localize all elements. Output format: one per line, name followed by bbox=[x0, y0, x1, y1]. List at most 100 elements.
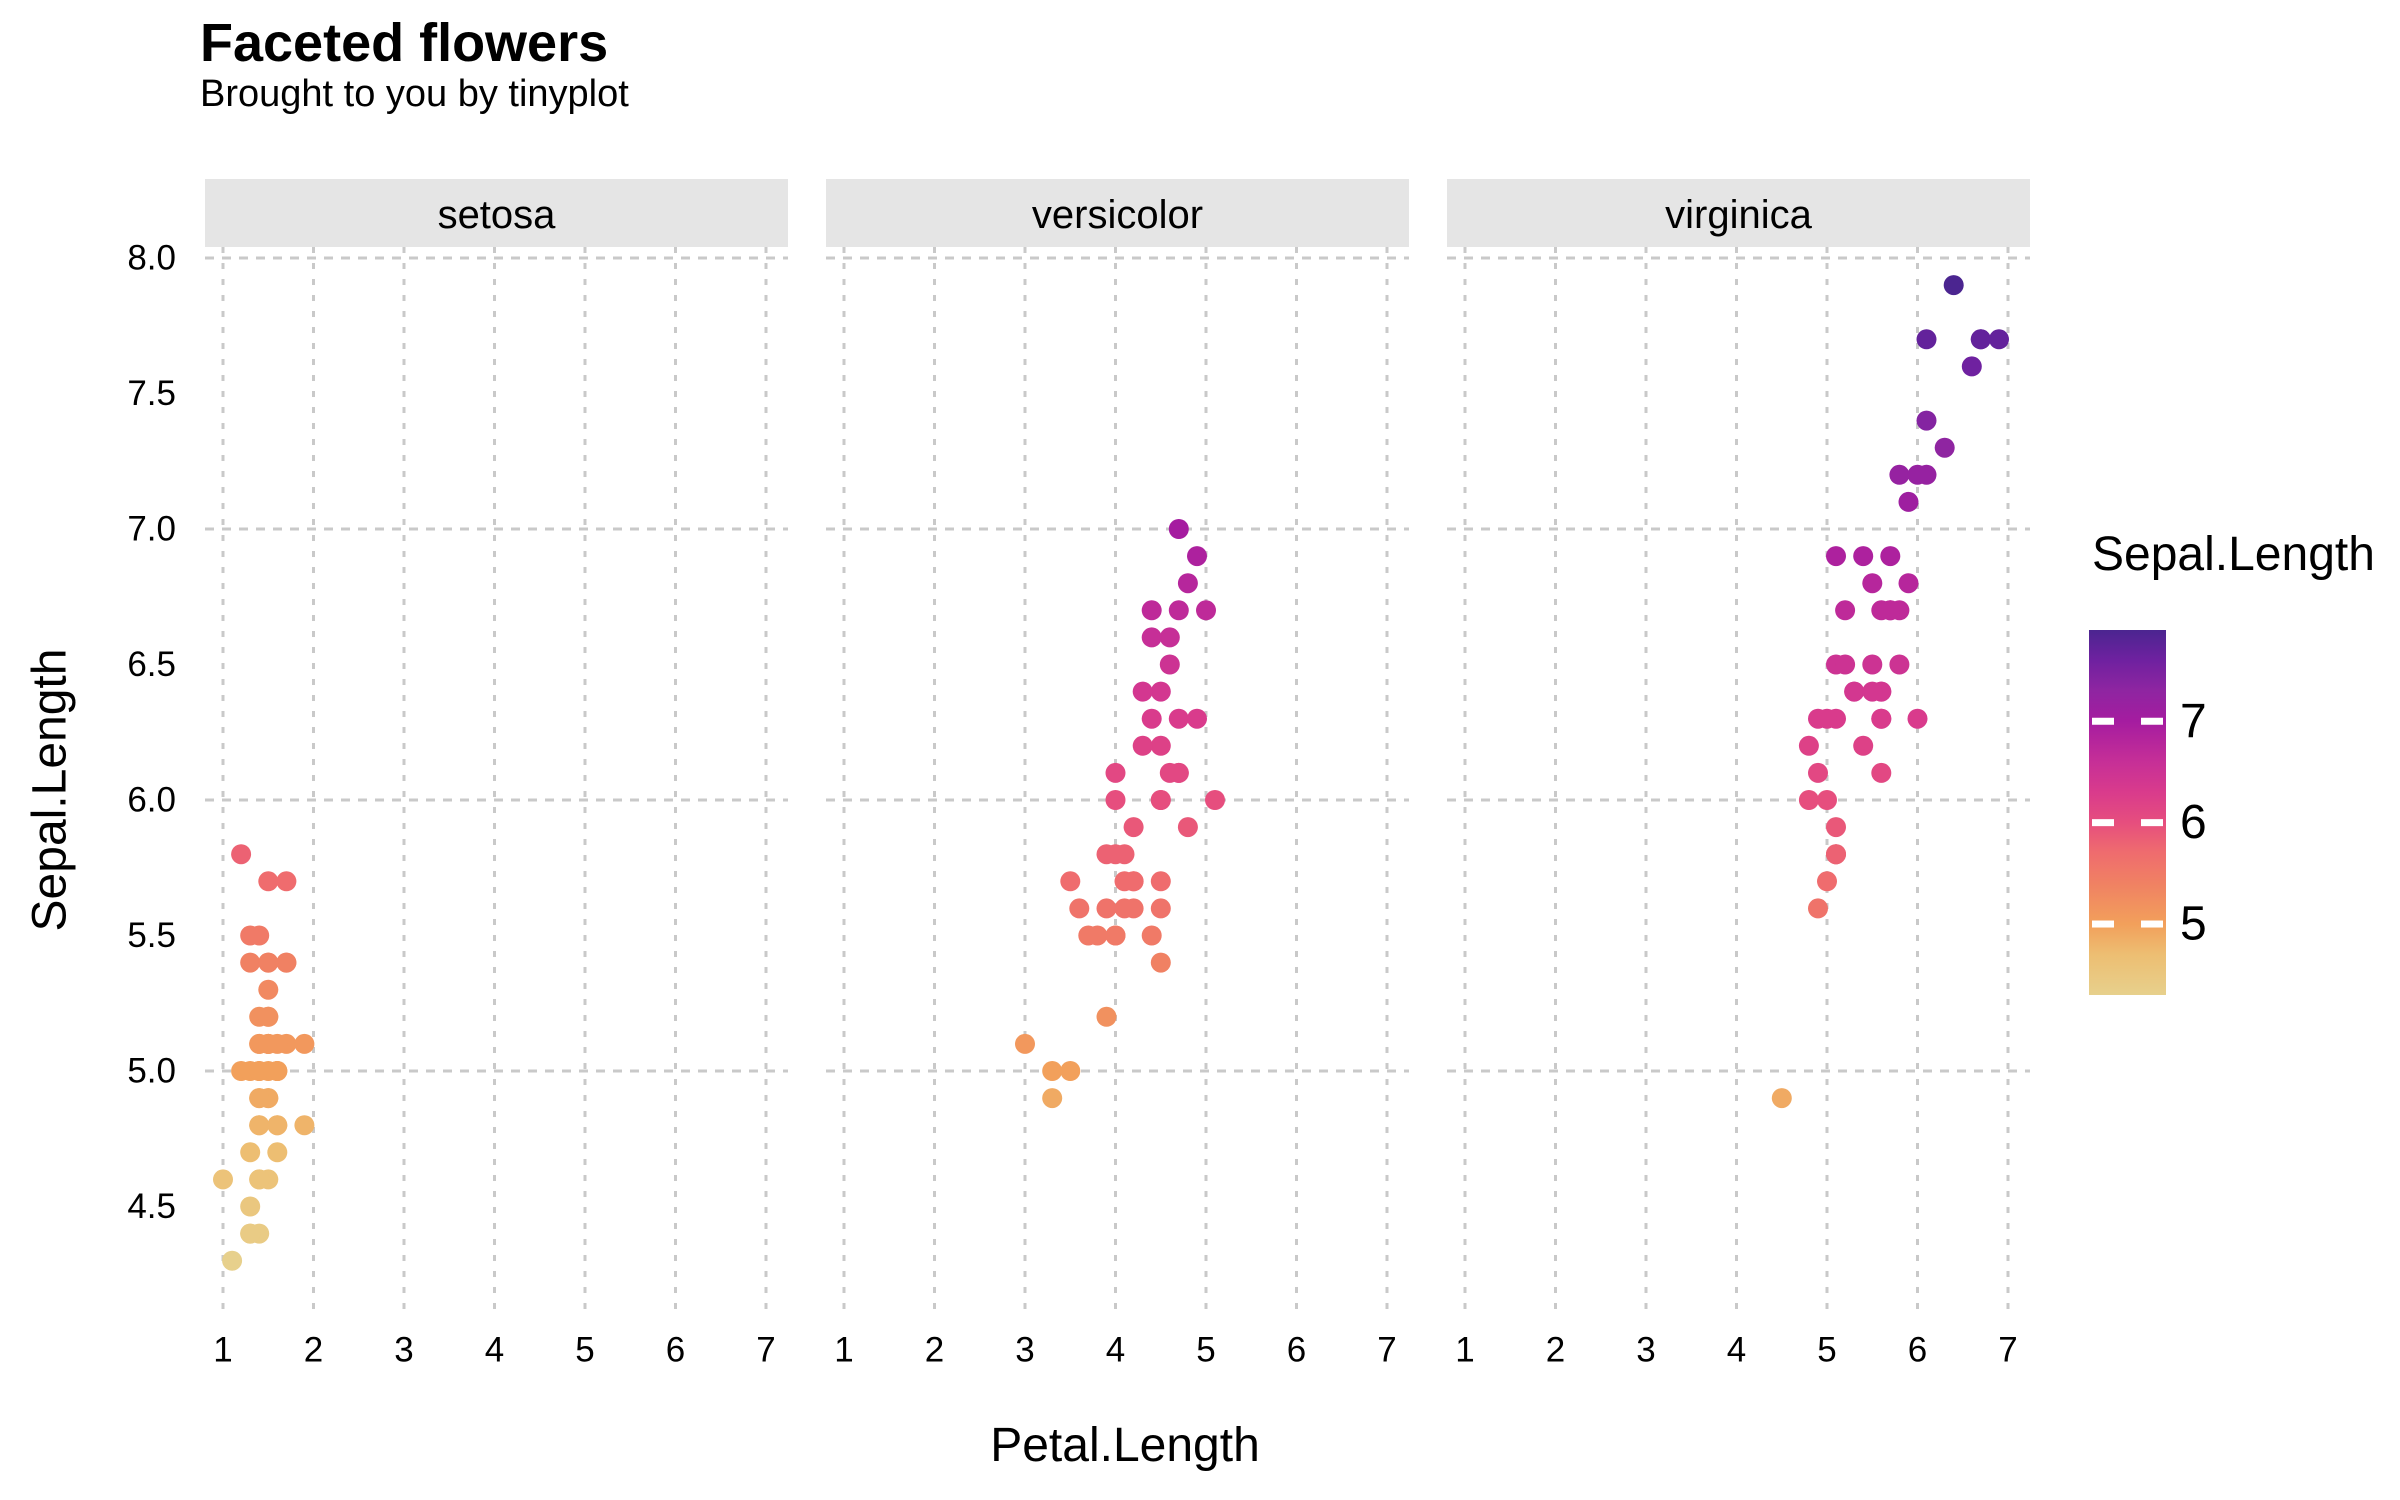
data-point bbox=[1898, 573, 1919, 594]
data-point bbox=[1943, 275, 1964, 296]
data-point bbox=[276, 871, 297, 892]
x-tick-label: 1 bbox=[834, 1331, 853, 1370]
data-point bbox=[1168, 600, 1189, 621]
facet-strip-label-setosa: setosa bbox=[438, 193, 557, 237]
x-tick-label: 3 bbox=[1015, 1331, 1034, 1370]
data-point bbox=[1141, 600, 1162, 621]
data-point bbox=[1150, 790, 1171, 810]
data-point bbox=[1853, 546, 1874, 567]
data-point bbox=[1150, 952, 1171, 973]
data-point bbox=[1817, 790, 1837, 810]
data-point bbox=[1187, 708, 1207, 729]
data-point bbox=[258, 871, 279, 892]
data-point bbox=[1889, 654, 1910, 675]
data-point bbox=[240, 1142, 261, 1163]
data-point bbox=[249, 1115, 270, 1136]
x-tick-label: 1 bbox=[1455, 1331, 1474, 1370]
chart-title: Faceted flowers bbox=[200, 13, 609, 73]
data-point bbox=[1105, 790, 1126, 810]
data-point bbox=[1132, 735, 1153, 756]
data-point bbox=[1159, 762, 1180, 783]
data-point bbox=[1889, 464, 1910, 485]
data-point bbox=[1835, 654, 1856, 675]
data-point bbox=[1898, 491, 1919, 512]
data-point bbox=[240, 1223, 261, 1244]
data-point bbox=[1798, 790, 1819, 810]
data-point bbox=[267, 1033, 288, 1054]
data-point bbox=[1934, 437, 1955, 458]
data-point bbox=[1862, 654, 1883, 675]
y-tick-label: 5.0 bbox=[127, 1052, 176, 1091]
data-point bbox=[1105, 762, 1126, 783]
legend-tick bbox=[2141, 920, 2163, 928]
legend-tick bbox=[2092, 717, 2114, 725]
data-point bbox=[1205, 790, 1225, 810]
data-point bbox=[1096, 1006, 1117, 1027]
data-point bbox=[1817, 708, 1837, 729]
data-point bbox=[1015, 1033, 1035, 1054]
data-point bbox=[1168, 519, 1189, 539]
x-tick-label: 6 bbox=[1908, 1331, 1927, 1370]
data-point bbox=[1177, 817, 1198, 838]
data-point bbox=[1808, 762, 1828, 783]
data-point bbox=[1989, 329, 2009, 350]
data-point bbox=[1798, 735, 1819, 756]
data-point bbox=[249, 1169, 270, 1190]
data-point bbox=[1177, 573, 1198, 594]
x-tick-label: 7 bbox=[756, 1331, 775, 1370]
legend-tick-label: 5 bbox=[2180, 898, 2207, 951]
y-tick-label: 6.5 bbox=[127, 645, 176, 684]
data-point bbox=[1168, 708, 1189, 729]
facet-strip-setosa bbox=[205, 179, 788, 247]
x-tick-label: 7 bbox=[1998, 1331, 2017, 1370]
data-point bbox=[1105, 925, 1126, 946]
data-point bbox=[1150, 735, 1171, 756]
chart-subtitle: Brought to you by tinyplot bbox=[200, 73, 629, 115]
data-point bbox=[1060, 1061, 1081, 1081]
data-point bbox=[1853, 735, 1874, 756]
data-point bbox=[1150, 898, 1171, 919]
data-point bbox=[1844, 681, 1865, 702]
data-point bbox=[213, 1169, 233, 1190]
data-point bbox=[222, 1250, 243, 1271]
data-point bbox=[1150, 871, 1171, 892]
data-point bbox=[1196, 600, 1216, 621]
x-tick-label: 6 bbox=[1287, 1331, 1306, 1370]
data-point bbox=[1826, 546, 1846, 567]
x-tick-label: 5 bbox=[1817, 1331, 1836, 1370]
x-axis-title: Petal.Length bbox=[990, 1419, 1260, 1472]
data-point bbox=[1159, 627, 1180, 648]
data-point bbox=[1141, 627, 1162, 648]
data-point bbox=[1771, 1088, 1792, 1109]
legend-tick-label: 7 bbox=[2180, 695, 2207, 748]
facet-strip-label-virginica: virginica bbox=[1665, 193, 1812, 237]
data-point bbox=[249, 1088, 270, 1109]
data-point bbox=[1187, 546, 1207, 567]
data-point bbox=[1862, 573, 1883, 594]
data-point bbox=[1961, 356, 1982, 377]
facet-strip-versicolor bbox=[826, 179, 1409, 247]
data-point bbox=[258, 952, 279, 973]
x-tick-label: 6 bbox=[666, 1331, 685, 1370]
data-point bbox=[1159, 654, 1180, 675]
data-point bbox=[267, 1115, 288, 1136]
data-point bbox=[258, 979, 279, 1000]
facet-strip-label-versicolor: versicolor bbox=[1032, 193, 1203, 237]
x-tick-label: 4 bbox=[1106, 1331, 1125, 1370]
data-point bbox=[1141, 925, 1162, 946]
y-tick-label: 5.5 bbox=[127, 916, 176, 955]
data-point bbox=[1114, 871, 1135, 892]
x-tick-label: 5 bbox=[1196, 1331, 1215, 1370]
legend-tick bbox=[2141, 819, 2163, 827]
data-point bbox=[1078, 925, 1099, 946]
data-point bbox=[1826, 844, 1846, 865]
data-point bbox=[1069, 898, 1090, 919]
data-point bbox=[1141, 708, 1162, 729]
data-point bbox=[1871, 708, 1892, 729]
data-point bbox=[1880, 600, 1901, 621]
x-tick-label: 4 bbox=[485, 1331, 504, 1370]
data-point bbox=[267, 1142, 288, 1163]
y-tick-label: 7.0 bbox=[127, 510, 176, 549]
y-axis-title: Sepal.Length bbox=[23, 648, 77, 932]
